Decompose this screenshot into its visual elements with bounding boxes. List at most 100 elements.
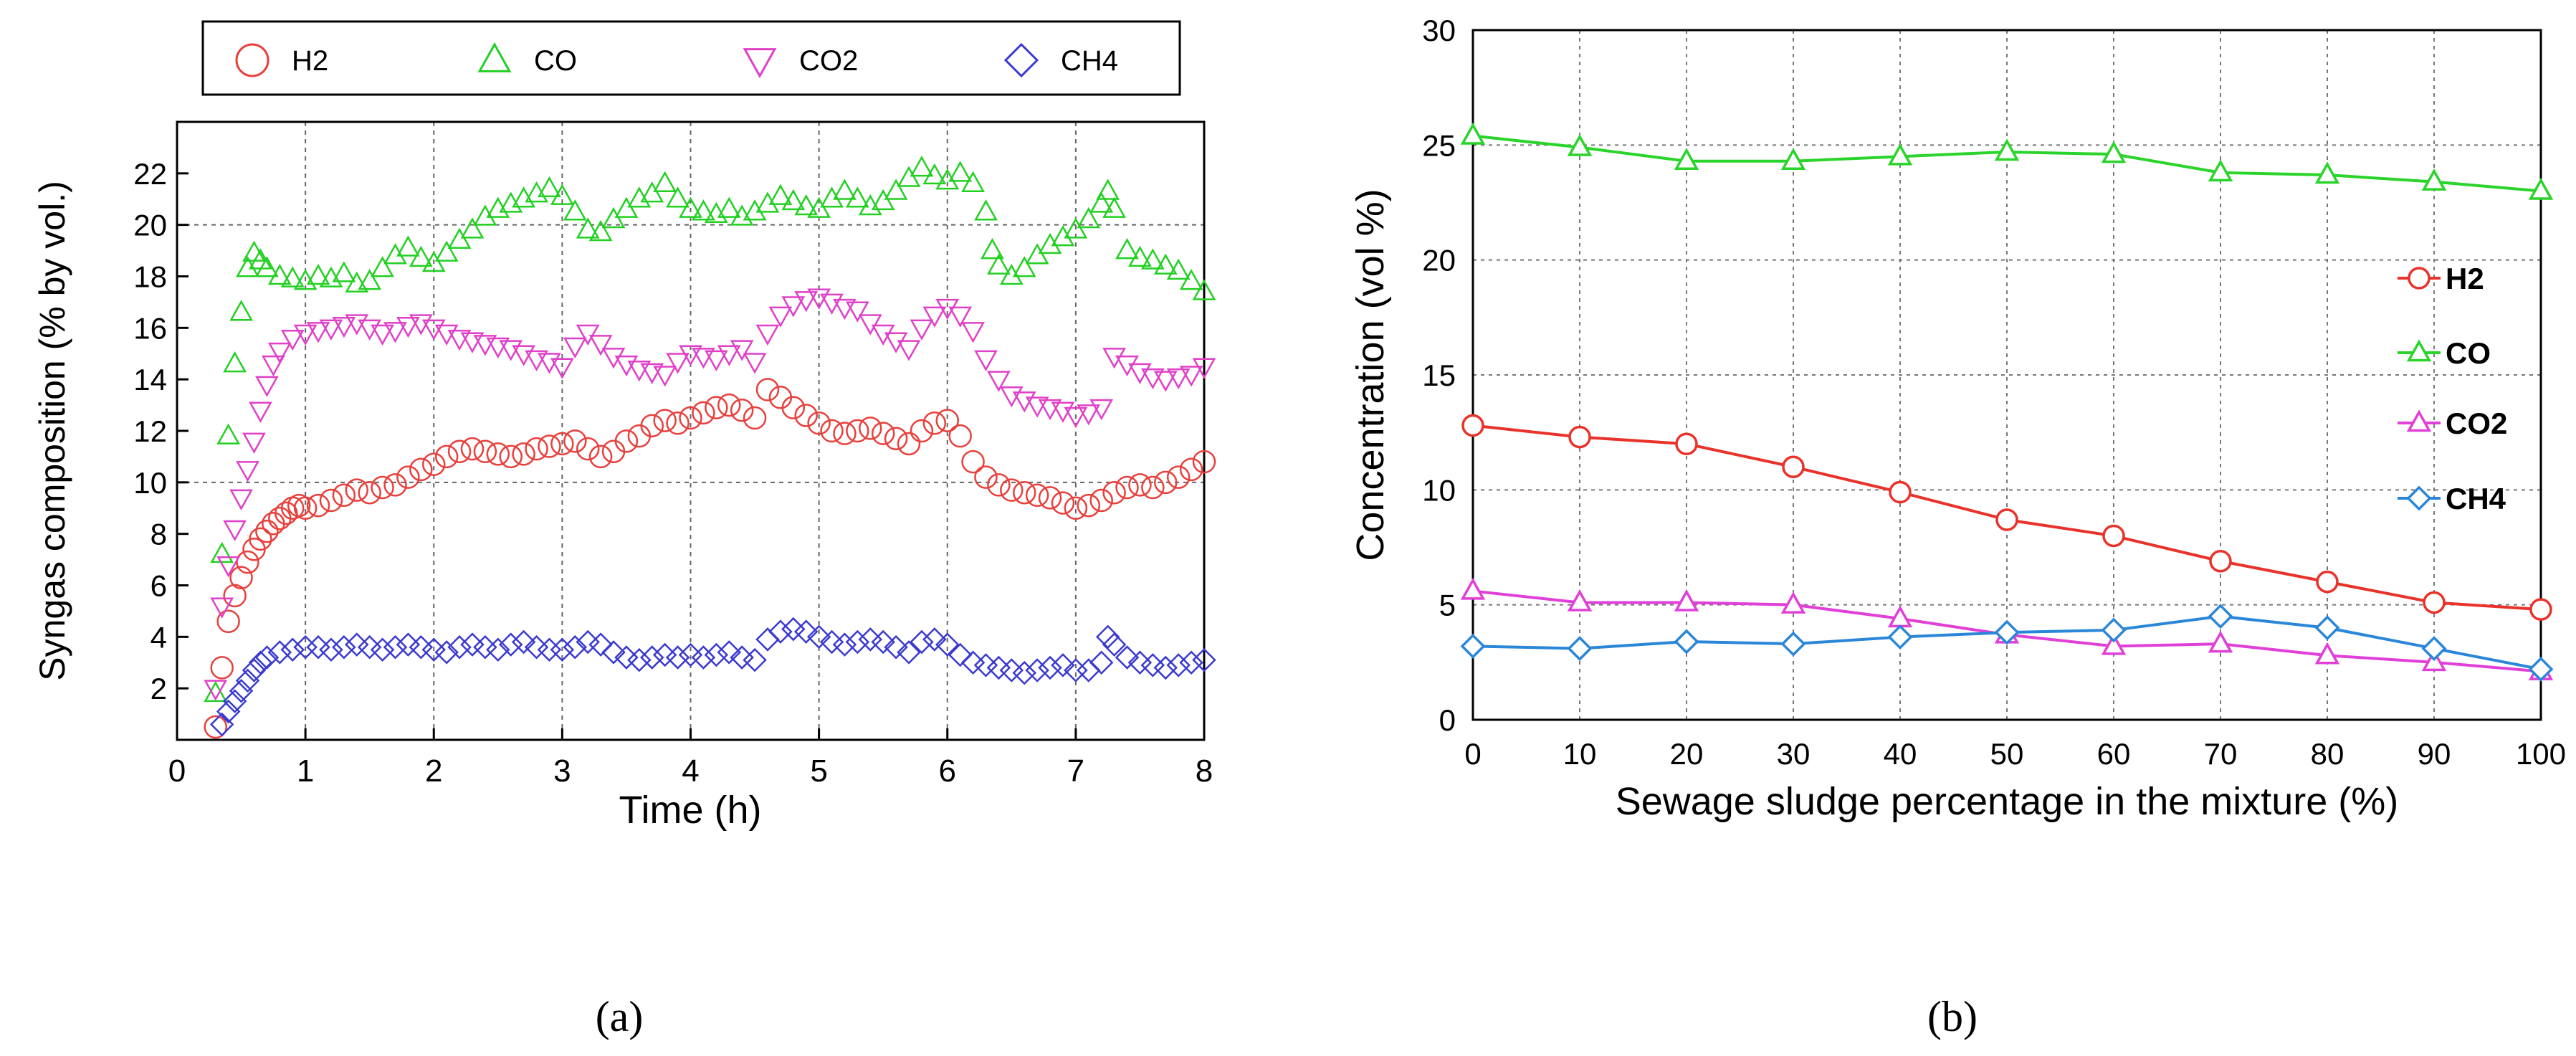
chart-a-point-co2 [704, 350, 728, 371]
chart-a-point-ch4 [563, 634, 588, 660]
chart-a-point-co2 [768, 306, 793, 328]
chart-a-point-co [1166, 258, 1191, 280]
chart-a-point-ch4 [871, 629, 895, 655]
chart-b-point-co [2421, 168, 2447, 191]
chart-a-point-co2 [1166, 368, 1191, 390]
chart-a-ytick-label: 14 [133, 363, 167, 396]
chart-a-point-h2 [249, 527, 272, 551]
chart-a-point-co [679, 196, 702, 218]
chart-a-point-co [614, 196, 639, 218]
chart-a-xtick-label: 8 [1196, 753, 1213, 789]
chart-b-legend-marker-ch4 [2406, 485, 2432, 511]
chart-a-point-co [717, 196, 741, 218]
chart-a-legend-label: H2 [292, 45, 328, 77]
chart-a-point-co [833, 179, 857, 200]
chart-a-point-co2 [236, 461, 259, 482]
chart-a-point-h2 [576, 437, 600, 461]
chart-a-point-co2 [910, 319, 934, 341]
chart-a-ytick-label: 4 [151, 620, 167, 654]
chart-a-point-co2 [1192, 358, 1216, 379]
chart-a-ytick-label: 6 [151, 569, 167, 603]
chart-b-marker [2423, 591, 2446, 614]
chart-a-point-h2 [820, 419, 844, 443]
chart-b-xlabel: Sewage sludge percentage in the mixture … [1616, 780, 2399, 823]
chart-a-point-h2 [512, 442, 535, 466]
chart-a-point-ch4 [383, 634, 408, 660]
chart-a-point-h2 [1000, 478, 1024, 502]
chart-a-point-co2 [255, 376, 279, 397]
chart-b-xtick-label: 50 [1990, 737, 2024, 771]
chart-a-point-co2 [935, 298, 960, 320]
chart-a-point-co [371, 256, 394, 277]
chart-a-point-co [473, 204, 497, 226]
chart-a-point-h2 [204, 715, 227, 739]
chart-a-point-ch4 [717, 640, 742, 665]
chart-b-marker [1994, 138, 2020, 161]
chart-a-point-h2 [755, 378, 780, 401]
chart-a-point-h2 [1115, 475, 1139, 500]
chart-a-point-h2 [319, 488, 343, 513]
chart-a-point-h2 [293, 496, 318, 520]
chart-b-point-co [1460, 122, 1486, 145]
chart-b-marker [1674, 629, 1699, 655]
chart-a-point-h2 [383, 473, 407, 497]
chart-a-point-co [538, 176, 561, 198]
chart-a-point-h2 [255, 519, 279, 543]
chart-a-point-h2 [833, 422, 857, 445]
chart-a-point-h2 [653, 409, 677, 432]
chart-a-point-co2 [486, 337, 510, 359]
chart-a-point-co [1128, 245, 1152, 267]
chart-a-point-co2 [974, 350, 998, 371]
chart-b-point-h2 [2102, 524, 2125, 548]
chart-a-point-co [897, 166, 921, 187]
chart-a-point-co2 [576, 324, 600, 346]
chart-a-point-co [236, 256, 259, 277]
chart-b-legend: H2 CO CO2 CH4 [2398, 262, 2507, 515]
chart-a-point-ch4 [319, 637, 343, 662]
chart-a-ylabel: Syngas composition (% by vol.) [32, 181, 72, 681]
chart-a-point-ch4 [254, 645, 280, 670]
chart-a-point-co [1089, 191, 1114, 213]
chart-a-xtick-label: 4 [682, 753, 699, 789]
chart-a-point-co2 [743, 353, 767, 374]
chart-b-legend-label: H2 [2446, 262, 2484, 295]
chart-a-point-ch4 [832, 632, 857, 657]
chart-a-point-ch4 [486, 637, 510, 662]
chart-a-point-h2 [897, 432, 921, 456]
chart-a-point-h2 [948, 424, 972, 448]
chart-b-marker [1675, 432, 1698, 455]
chart-a-point-ch4 [897, 640, 921, 665]
chart-b-panel-label: (b) [1927, 993, 1978, 1040]
chart-b-marker [1674, 589, 1699, 612]
chart-b-marker [1461, 414, 1484, 437]
chart-a-point-co2 [525, 350, 548, 371]
chart-a-point-ch4 [665, 645, 690, 670]
chart-a-point-h2 [371, 475, 394, 500]
chart-a-point-co [794, 194, 819, 216]
chart-a-point-co2 [1064, 406, 1088, 429]
chart-a-point-ch4 [498, 632, 523, 657]
chart-b-xtick-label: 20 [1670, 737, 1704, 771]
chart-a-ytick-label: 10 [133, 466, 167, 500]
chart-a-point-h2 [434, 444, 459, 469]
chart-a-point-co [460, 217, 485, 239]
chart-a-point-co2 [383, 322, 407, 343]
chart-a-point-ch4 [806, 624, 831, 650]
chart-b-marker [2208, 159, 2233, 182]
chart-a-point-co2 [961, 322, 985, 343]
chart-a-xtick-label: 1 [297, 753, 314, 789]
chart-a-point-co [358, 269, 382, 290]
chart-a-point-co [743, 199, 767, 221]
chart-a-point-co2 [267, 342, 292, 364]
chart-a-xtick-label: 3 [553, 753, 571, 789]
chart-a-point-co2 [460, 332, 485, 353]
chart-a-point-co [210, 541, 234, 563]
chart-a-point-ch4 [511, 629, 536, 655]
chart-a-point-ch4 [1025, 658, 1049, 682]
chart-a-point-co2 [1077, 404, 1101, 426]
chart-a-ytick-label: 12 [133, 414, 167, 448]
chart-a-point-co2 [794, 291, 819, 313]
chart-a-point-h2 [1012, 480, 1036, 505]
chart-a-point-co [820, 186, 844, 208]
chart-a-ytick-label: 8 [151, 518, 167, 551]
